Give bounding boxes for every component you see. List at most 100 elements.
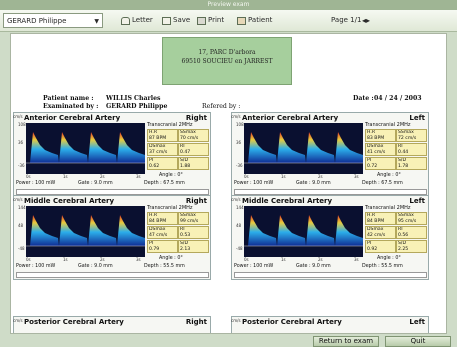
angle-label: Angle : 0° [159,173,183,178]
print-icon [197,17,206,25]
probe-label: Transcranial 2MHz [365,122,411,128]
panel-side: Left [409,114,425,122]
depth-value: Depth : 67.5 mm [362,181,403,186]
letter-label: Letter [132,13,153,28]
return-to-exam-button[interactable]: Return to exam [313,336,379,347]
metric-ssmax: SSmax 70 cm/s [178,129,209,142]
letter-button[interactable]: Letter [121,13,153,28]
scale-low: -48 [18,246,25,251]
scale-top: 108 [18,122,26,127]
time-tick: 1s [281,257,286,262]
angle-label: Angle : 0° [377,256,401,261]
waveform [26,215,145,246]
depth-value: Depth : 67.5 mm [144,181,185,186]
metric-ri: RI 0.44 [396,143,427,156]
print-button[interactable]: Print [197,13,224,28]
metric-hr: H.R 84 BPM [365,212,396,225]
print-label: Print [208,13,224,28]
metric-ssmax: SSmax 72 cm/s [396,129,427,142]
metric-sd: S/D 2.25 [396,240,427,253]
metric-value: 70 cm/s [180,136,208,142]
power-value: Power : 100 mW [234,181,273,186]
time-tick: 3s [354,174,359,179]
metric-value: 0.92 [367,247,395,253]
metric-pi: PI 0.62 [147,157,178,170]
waveform [244,215,363,246]
panel-side: Left [409,197,425,205]
metric-value: 95 cm/s [398,219,426,225]
metric-value: 87 BPM [149,136,177,142]
metric-value: 0.47 [180,150,208,156]
scale-low: -36 [236,163,243,168]
doppler-panel: cm/s Posterior Cerebral Artery Right [13,316,211,334]
scale-low: -36 [18,163,25,168]
metric-ri: RI 0.47 [178,143,209,156]
scale-low: -48 [236,246,243,251]
angle-label: Angle : 0° [377,173,401,178]
save-button[interactable]: Save [162,13,190,28]
unit-label: cm/s [231,197,241,202]
time-tick: 3s [136,257,141,262]
date-value: 04 / 24 / 2003 [374,95,422,102]
metric-value: 84 BPM [367,219,395,225]
doppler-spectrogram [26,123,145,174]
metric-value: 99 cm/s [180,219,208,225]
toolbar: GERARD Philippe ▼ Letter Save Print Pati… [0,10,457,32]
examined-by: GERARD Philippe [106,103,167,110]
metric-dsmax: DSmax 37 cm/s [147,143,178,156]
panel-title: Posterior Cerebral Artery [242,318,342,326]
window-title: Preview exam [0,0,457,10]
address-line-2: 69510 SOUCIEU en JARREST [163,57,291,66]
page-nav[interactable]: ◂▸ [362,13,370,28]
next-page-icon[interactable]: ▸ [366,16,370,25]
save-icon [162,17,171,25]
power-value: Power : 100 mW [234,264,273,269]
examined-by-label: Examinated by : [43,103,98,110]
probe-label: Transcranial 2MHz [365,205,411,211]
patient-label: Patient [248,13,272,28]
doppler-panel: cm/s Anterior Cerebral Artery Left 108 36 -36… [231,112,429,197]
time-tick: 0s [244,174,249,179]
doppler-panel: cm/s Middle Cerebral Artery Left 144 48 -48 0… [231,195,429,280]
doppler-spectrogram [244,206,363,257]
scale-top: 144 [236,205,244,210]
time-tick: 3s [354,257,359,262]
time-tick: 0s [244,257,249,262]
quit-button[interactable]: Quit [385,336,451,347]
time-tick: 1s [281,174,286,179]
panel-title: Middle Cerebral Artery [242,197,332,205]
metric-value: 0.79 [149,247,177,253]
address-box: 17, PARC D'arbora 69510 SOUCIEU en JARRE… [162,37,292,85]
metric-value: 84 BPM [149,219,177,225]
patient-select[interactable]: GERARD Philippe ▼ [3,13,103,28]
doppler-spectrogram [244,123,363,174]
scale-mid: 48 [236,223,241,228]
metric-value: 83 BPM [367,136,395,142]
gate-value: Gate : 9.0 mm [296,181,331,186]
time-tick: 3s [136,174,141,179]
gate-value: Gate : 9.0 mm [78,181,113,186]
report-page: 17, PARC D'arbora 69510 SOUCIEU en JARRE… [10,33,447,334]
metric-dsmax: DSmax 41 cm/s [365,143,396,156]
metric-value: 2.13 [180,247,208,253]
patient-button[interactable]: Patient [237,13,272,28]
unit-label: cm/s [231,318,241,323]
probe-label: Transcranial 2MHz [147,205,193,211]
panel-side: Right [186,197,207,205]
letter-icon [121,17,130,25]
metric-hr: H.R 84 BPM [147,212,178,225]
panel-title: Anterior Cerebral Artery [24,114,120,122]
metric-value: 1.88 [180,164,208,170]
scale-top: 144 [18,205,26,210]
metric-value: 0.44 [398,150,426,156]
address-line-1: 17, PARC D'arbora [163,48,291,57]
metric-hr: H.R 87 BPM [147,129,178,142]
doppler-panel: cm/s Middle Cerebral Artery Right 144 48 -48 … [13,195,211,280]
metric-value: 2.25 [398,247,426,253]
unit-label: cm/s [13,318,23,323]
time-tick: 2s [100,174,105,179]
waveform [26,132,145,163]
depth-value: Depth : 55.5 mm [362,264,403,269]
metric-ri: RI 0.53 [178,226,209,239]
